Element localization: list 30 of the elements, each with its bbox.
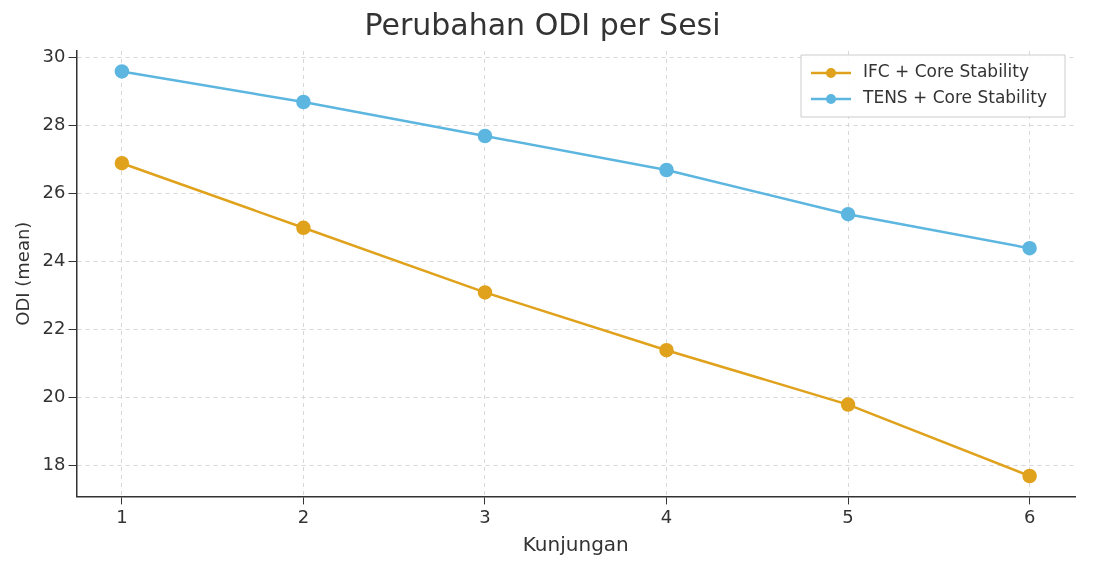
- x-tick-label: 4: [660, 505, 673, 527]
- point: [114, 155, 130, 171]
- point: [659, 162, 674, 178]
- point: [840, 397, 856, 412]
- y-axis-title: ODI (mean): [12, 221, 34, 326]
- chart-title: Perubahan ODI per Sesi: [364, 6, 721, 42]
- y-tick-label: 20: [42, 385, 66, 407]
- point: [296, 220, 311, 236]
- y-tick-label: 24: [42, 249, 66, 271]
- point: [477, 285, 493, 300]
- point: [1022, 468, 1037, 484]
- y-tick-label: 30: [42, 45, 66, 67]
- x-axis-title: Kunjungan: [522, 532, 629, 557]
- x-tick-label: 1: [116, 505, 128, 527]
- point: [659, 342, 674, 358]
- y-tick-label: 28: [42, 113, 66, 135]
- point: [477, 128, 493, 144]
- x-tick-label: 5: [842, 505, 854, 527]
- legend-label: IFC + Core Stability: [863, 61, 1030, 82]
- y-tick-label: 18: [42, 453, 66, 475]
- point: [114, 64, 130, 79]
- x-tick-label: 2: [297, 505, 310, 527]
- x-tick-label: 3: [479, 505, 491, 527]
- point: [296, 94, 311, 110]
- y-tick-label: 22: [42, 317, 66, 339]
- y-tick-label: 26: [42, 181, 66, 203]
- point: [840, 206, 856, 222]
- point: [1022, 240, 1037, 256]
- legend-label: TENS + Core Stability: [862, 87, 1047, 108]
- x-tick-label: 6: [1023, 505, 1036, 527]
